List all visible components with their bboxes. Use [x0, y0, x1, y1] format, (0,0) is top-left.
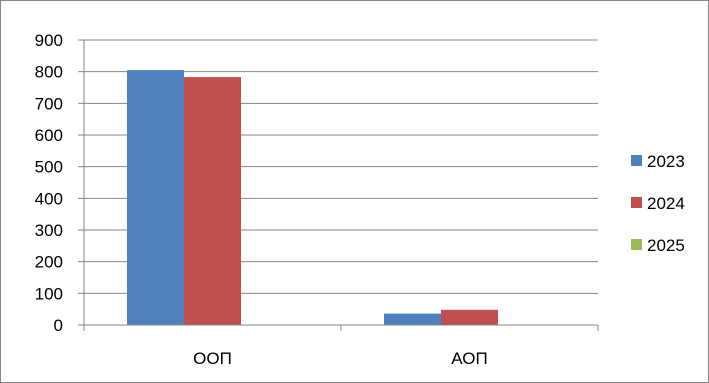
y-tick-label: 0	[54, 316, 63, 335]
legend-label: 2025	[647, 236, 685, 255]
y-tick-label: 600	[35, 126, 63, 145]
legend-label: 2023	[647, 152, 685, 171]
legend-label: 2024	[647, 194, 685, 213]
bar-2023-1	[384, 313, 441, 325]
bar-2024-1	[441, 309, 498, 325]
bar-2024-0	[184, 77, 241, 325]
y-tick-label: 900	[35, 31, 63, 50]
x-tick-label: АОП	[451, 349, 487, 368]
legend-swatch	[631, 155, 642, 166]
y-tick-label: 800	[35, 63, 63, 82]
legend: 2023 2024 2025	[631, 152, 685, 255]
legend-swatch	[631, 239, 642, 250]
y-tick-label: 300	[35, 221, 63, 240]
legend-swatch	[631, 197, 642, 208]
y-tick-label: 700	[35, 94, 63, 113]
y-tick-label: 400	[35, 189, 63, 208]
bar-2023-0	[127, 70, 184, 325]
x-axis: ООП АОП	[83, 324, 599, 368]
y-axis: 0 100 200 300 400 500 600 700 800 900	[35, 31, 85, 335]
bars	[127, 70, 498, 325]
y-tick-label: 200	[35, 253, 63, 272]
y-tick-label: 100	[35, 284, 63, 303]
y-tick-label: 500	[35, 158, 63, 177]
x-tick-label: ООП	[193, 349, 232, 368]
